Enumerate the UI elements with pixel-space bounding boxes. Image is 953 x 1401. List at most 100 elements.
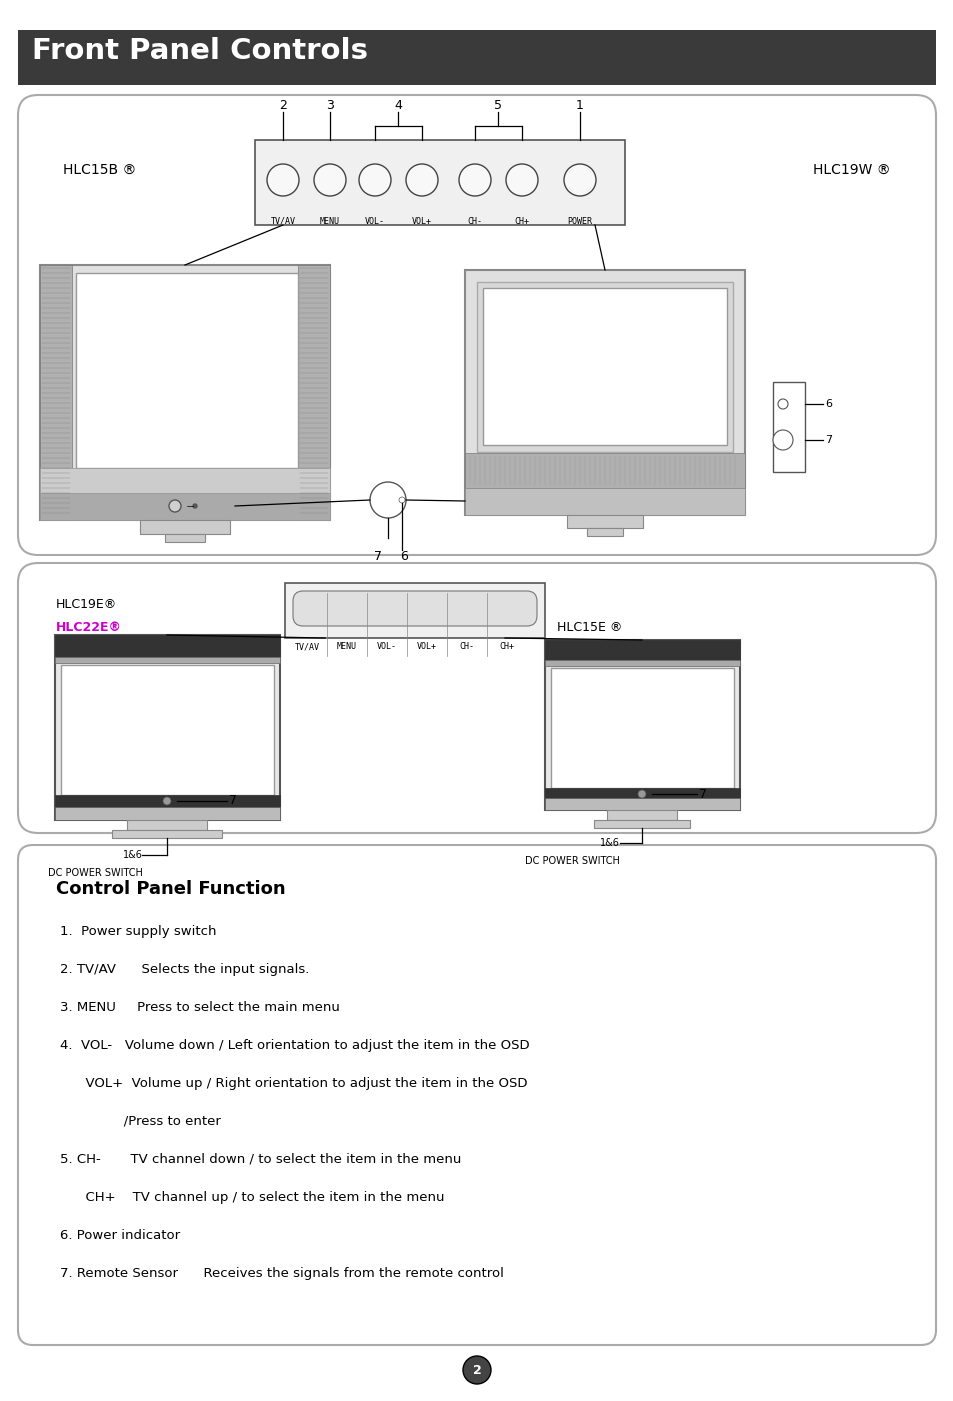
Text: 7: 7	[374, 551, 381, 563]
Bar	[76, 273, 297, 468]
Text: 7: 7	[824, 434, 831, 446]
Text: 5: 5	[494, 99, 502, 112]
Text: 4: 4	[395, 99, 402, 112]
FancyBboxPatch shape	[18, 563, 935, 834]
Text: HLC22E®: HLC22E®	[56, 621, 122, 635]
Text: VOL+: VOL+	[416, 642, 436, 651]
Circle shape	[462, 1356, 491, 1384]
Text: 2: 2	[279, 99, 287, 112]
Text: Control Panel Function: Control Panel Function	[56, 880, 285, 898]
Text: TV/AV: TV/AV	[271, 217, 295, 226]
FancyBboxPatch shape	[18, 95, 935, 555]
FancyBboxPatch shape	[18, 845, 935, 1345]
Circle shape	[193, 504, 196, 509]
Bar	[61, 665, 274, 794]
Bar	[40, 265, 71, 520]
Circle shape	[638, 790, 645, 799]
Text: 3. MENU     Press to select the main menu: 3. MENU Press to select the main menu	[60, 1000, 339, 1014]
Text: DC POWER SWITCH: DC POWER SWITCH	[524, 856, 619, 866]
Text: 7. Remote Sensor      Receives the signals from the remote control: 7. Remote Sensor Receives the signals fr…	[60, 1267, 503, 1281]
Bar	[254, 140, 624, 226]
Text: Front Panel Controls: Front Panel Controls	[32, 36, 368, 64]
Bar	[55, 635, 280, 657]
Circle shape	[163, 797, 171, 806]
Text: CH-: CH-	[459, 642, 474, 651]
Text: 1: 1	[576, 99, 583, 112]
Text: /Press to enter: /Press to enter	[60, 1115, 221, 1128]
Text: 2: 2	[472, 1363, 481, 1377]
Bar	[40, 265, 330, 520]
Circle shape	[563, 164, 596, 196]
Text: CH+: CH+	[499, 642, 514, 651]
Text: MENU: MENU	[336, 642, 356, 651]
Text: TV/AV: TV/AV	[294, 642, 319, 651]
Bar	[566, 516, 642, 528]
Bar	[544, 799, 740, 810]
Bar	[544, 660, 740, 665]
Text: 6. Power indicator: 6. Power indicator	[60, 1229, 180, 1243]
Bar	[55, 794, 280, 807]
Text: HLC19W ®: HLC19W ®	[813, 163, 890, 177]
Bar	[464, 453, 744, 488]
Text: VOL+  Volume up / Right orientation to adjust the item in the OSD: VOL+ Volume up / Right orientation to ad…	[60, 1077, 527, 1090]
Bar	[40, 468, 330, 493]
Bar	[464, 488, 744, 516]
Circle shape	[370, 482, 406, 518]
Bar	[551, 668, 733, 787]
Circle shape	[458, 164, 491, 196]
Bar	[594, 820, 689, 828]
Text: 4.  VOL-   Volume down / Left orientation to adjust the item in the OSD: 4. VOL- Volume down / Left orientation t…	[60, 1040, 529, 1052]
Bar	[586, 528, 622, 537]
Text: VOL-: VOL-	[365, 217, 385, 226]
Circle shape	[358, 164, 391, 196]
Bar	[464, 270, 744, 516]
Text: DC POWER SWITCH: DC POWER SWITCH	[48, 869, 143, 878]
Circle shape	[314, 164, 346, 196]
Bar	[544, 640, 740, 810]
Text: 1&6: 1&6	[599, 838, 619, 848]
Bar	[40, 493, 330, 520]
Circle shape	[778, 399, 787, 409]
Text: 1&6: 1&6	[123, 850, 143, 860]
Text: MENU: MENU	[319, 217, 339, 226]
Bar	[55, 657, 280, 663]
Circle shape	[267, 164, 298, 196]
Bar	[606, 810, 677, 820]
Text: 3: 3	[326, 99, 334, 112]
Bar	[544, 640, 740, 660]
Bar	[55, 807, 280, 820]
Bar	[297, 265, 330, 520]
Text: POWER: POWER	[567, 217, 592, 226]
Text: 5. CH-       TV channel down / to select the item in the menu: 5. CH- TV channel down / to select the i…	[60, 1153, 461, 1166]
Circle shape	[505, 164, 537, 196]
Text: 2. TV/AV      Selects the input signals.: 2. TV/AV Selects the input signals.	[60, 962, 309, 976]
Text: VOL+: VOL+	[412, 217, 432, 226]
Bar	[544, 787, 740, 799]
Bar	[140, 520, 230, 534]
Bar	[112, 829, 222, 838]
Text: HLC19E®: HLC19E®	[56, 598, 117, 611]
Text: HLC15E ®: HLC15E ®	[557, 621, 621, 635]
Text: 6: 6	[824, 399, 831, 409]
FancyBboxPatch shape	[293, 591, 537, 626]
Bar	[18, 29, 935, 85]
Text: 7: 7	[229, 794, 236, 807]
Circle shape	[169, 500, 181, 511]
Bar	[482, 289, 726, 446]
Text: CH+: CH+	[514, 217, 529, 226]
Bar	[55, 635, 280, 820]
Bar	[127, 820, 207, 829]
Text: 1.  Power supply switch: 1. Power supply switch	[60, 925, 216, 939]
Circle shape	[398, 497, 405, 503]
Circle shape	[772, 430, 792, 450]
Text: 6: 6	[399, 551, 408, 563]
Bar	[165, 534, 205, 542]
Bar	[476, 282, 732, 453]
Bar	[285, 583, 544, 637]
Text: VOL-: VOL-	[376, 642, 396, 651]
Bar	[772, 382, 804, 472]
Text: 7: 7	[699, 787, 706, 800]
Text: CH+    TV channel up / to select the item in the menu: CH+ TV channel up / to select the item i…	[60, 1191, 444, 1203]
Text: HLC15B ®: HLC15B ®	[63, 163, 136, 177]
Circle shape	[406, 164, 437, 196]
